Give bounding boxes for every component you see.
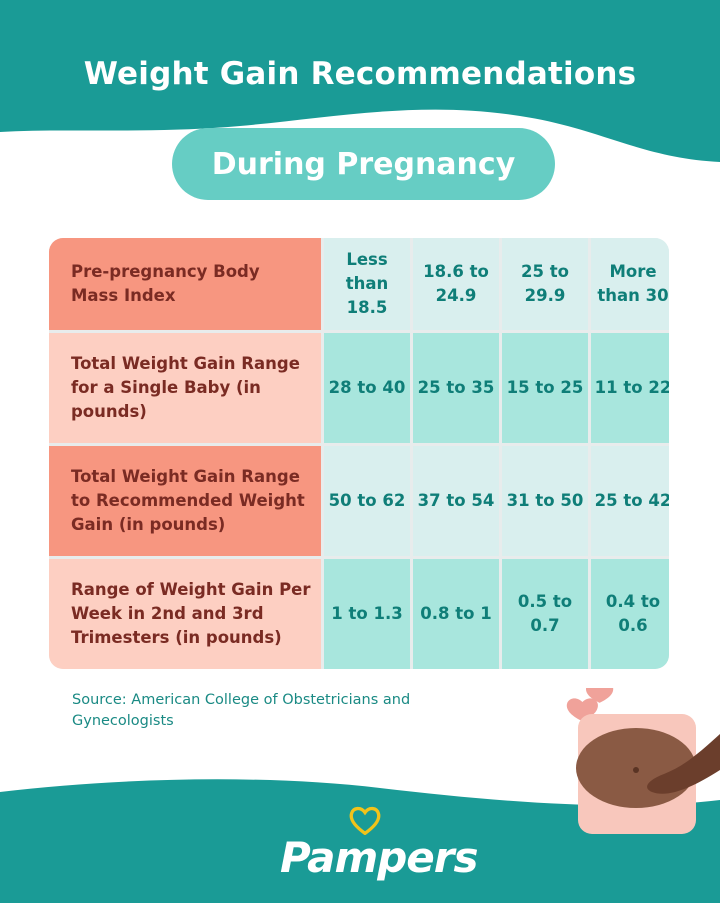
source-note: Source: American College of Obstetrician… bbox=[72, 692, 411, 729]
bmi-cell: More than 30 bbox=[591, 238, 669, 330]
single-baby-cell: 15 to 25 bbox=[502, 333, 588, 443]
bottom-teal-wave bbox=[0, 779, 720, 903]
single-baby-cell: 25 to 35 bbox=[413, 333, 499, 443]
single-baby-cell: 28 to 40 bbox=[324, 333, 410, 443]
row-label-single-baby: Total Weight Gain Range for a Single Bab… bbox=[49, 333, 321, 443]
row-label-bmi: Pre-pregnancy Body Mass Index bbox=[49, 238, 321, 330]
recommended-cell: 37 to 54 bbox=[413, 446, 499, 556]
bmi-cell: 18.6 to 24.9 bbox=[413, 238, 499, 330]
top-teal-wave bbox=[0, 0, 720, 162]
heart-logo-icon bbox=[349, 806, 381, 835]
subtitle-pill: During Pregnancy bbox=[172, 128, 555, 200]
pregnant-belly-illustration bbox=[566, 688, 720, 834]
row-label-per-week: Range of Weight Gain Per Week in 2nd and… bbox=[49, 559, 321, 669]
single-baby-cell: 11 to 22 bbox=[591, 333, 669, 443]
recommended-cell: 31 to 50 bbox=[502, 446, 588, 556]
per-week-cell: 0.5 to 0.7 bbox=[502, 559, 588, 669]
page-title: Weight Gain Recommendations bbox=[83, 56, 637, 92]
heart-icon bbox=[586, 688, 614, 703]
recommended-cell: 50 to 62 bbox=[324, 446, 410, 556]
per-week-cell: 0.8 to 1 bbox=[413, 559, 499, 669]
per-week-cell: 0.4 to 0.6 bbox=[591, 559, 669, 669]
logo-wordmark: Pampers bbox=[280, 833, 478, 882]
bmi-cell: Less than 18.5 bbox=[324, 238, 410, 330]
per-week-cell: 1 to 1.3 bbox=[324, 559, 410, 669]
recommendations-table: Pre-pregnancy Body Mass Index Less than … bbox=[49, 238, 669, 669]
recommended-cell: 25 to 42 bbox=[591, 446, 669, 556]
pampers-logo: Pampers bbox=[280, 805, 478, 885]
row-label-recommended: Total Weight Gain Range to Recommended W… bbox=[49, 446, 321, 556]
bmi-cell: 25 to 29.9 bbox=[502, 238, 588, 330]
